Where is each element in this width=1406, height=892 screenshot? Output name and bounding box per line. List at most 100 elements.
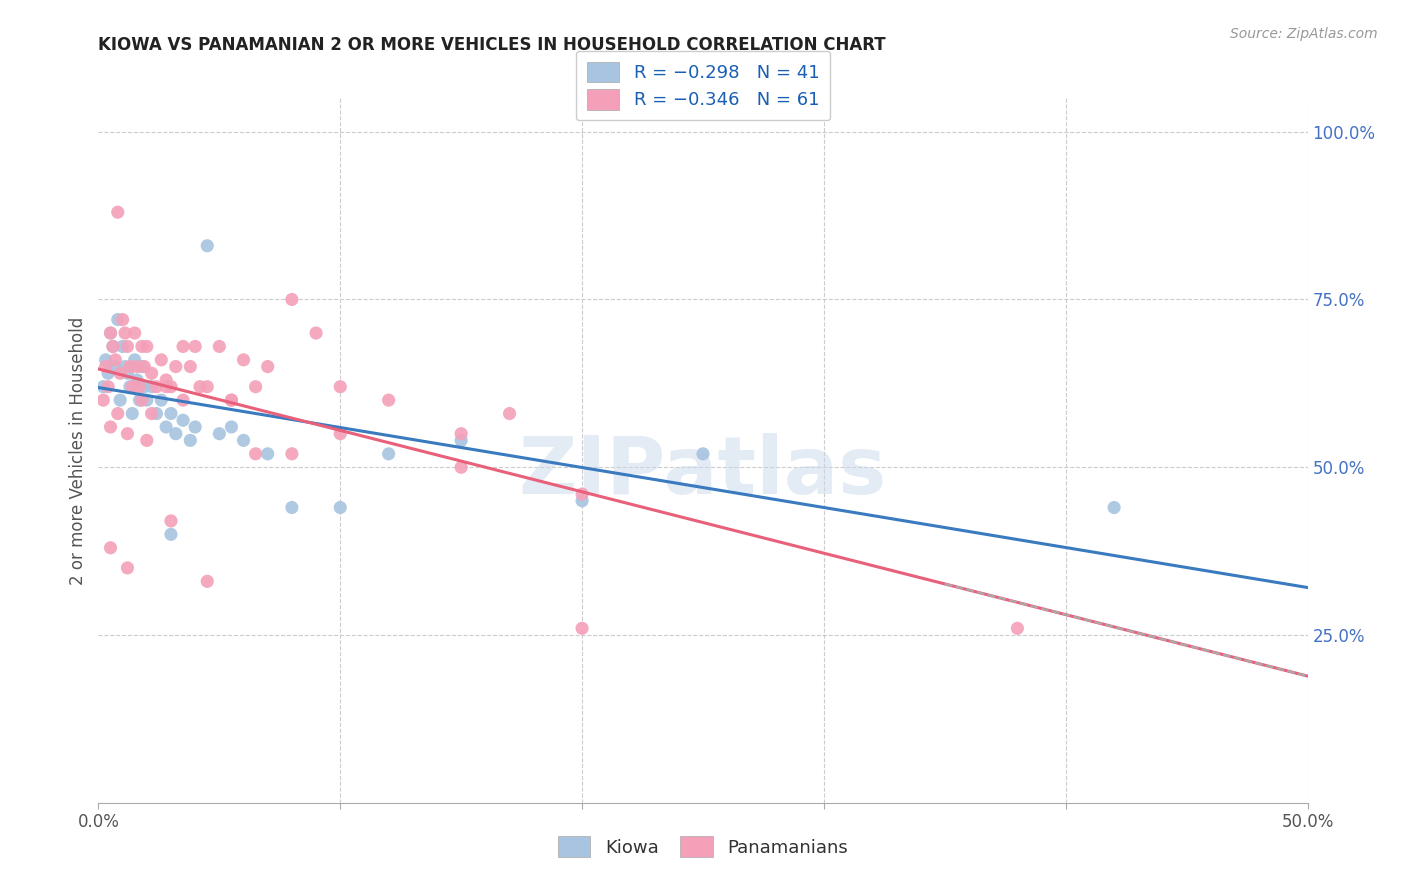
Text: KIOWA VS PANAMANIAN 2 OR MORE VEHICLES IN HOUSEHOLD CORRELATION CHART: KIOWA VS PANAMANIAN 2 OR MORE VEHICLES I… — [98, 36, 886, 54]
Point — [128, 380, 150, 394]
Point — [245, 380, 267, 394]
Point — [91, 393, 114, 408]
Point — [117, 366, 139, 380]
Point — [135, 434, 157, 448]
Point — [145, 380, 167, 394]
Point — [141, 366, 163, 380]
Text: ZIPatlas: ZIPatlas — [519, 433, 887, 510]
Point — [1102, 500, 1125, 515]
Point — [498, 407, 520, 421]
Point — [114, 326, 136, 340]
Point — [179, 359, 201, 374]
Point — [232, 434, 254, 448]
Point — [135, 339, 157, 353]
Point — [179, 434, 201, 448]
Point — [221, 393, 243, 408]
Point — [150, 352, 173, 367]
Point — [108, 366, 131, 380]
Point — [134, 380, 156, 394]
Point — [131, 359, 153, 374]
Point — [111, 312, 134, 326]
Point — [450, 460, 472, 475]
Point — [571, 493, 593, 508]
Point — [329, 380, 352, 394]
Point — [101, 339, 124, 353]
Point — [121, 380, 143, 394]
Point — [127, 359, 149, 374]
Point — [145, 407, 167, 421]
Point — [281, 293, 304, 307]
Point — [131, 393, 153, 408]
Point — [94, 352, 117, 367]
Point — [91, 380, 114, 394]
Point — [114, 359, 136, 374]
Point — [221, 420, 243, 434]
Point — [141, 407, 163, 421]
Point — [121, 407, 143, 421]
Point — [107, 407, 129, 421]
Point — [329, 426, 352, 441]
Point — [155, 380, 177, 394]
Point — [281, 500, 304, 515]
Point — [97, 366, 120, 380]
Point — [256, 447, 278, 461]
Point — [100, 326, 122, 340]
Point — [195, 380, 218, 394]
Point — [160, 380, 183, 394]
Point — [172, 339, 194, 353]
Point — [184, 339, 207, 353]
Point — [160, 527, 183, 541]
Point — [208, 339, 231, 353]
Point — [377, 393, 399, 408]
Point — [450, 426, 472, 441]
Point — [245, 447, 267, 461]
Point — [208, 426, 231, 441]
Point — [692, 447, 714, 461]
Point — [117, 426, 139, 441]
Point — [1007, 621, 1029, 635]
Text: Source: ZipAtlas.com: Source: ZipAtlas.com — [1230, 27, 1378, 41]
Point — [305, 326, 328, 340]
Point — [107, 205, 129, 219]
Point — [118, 380, 141, 394]
Point — [172, 393, 194, 408]
Point — [329, 500, 352, 515]
Point — [100, 420, 122, 434]
Point — [117, 561, 139, 575]
Point — [101, 339, 124, 353]
Point — [97, 380, 120, 394]
Point — [221, 393, 243, 408]
Y-axis label: 2 or more Vehicles in Household: 2 or more Vehicles in Household — [69, 317, 87, 584]
Point — [165, 426, 187, 441]
Point — [124, 352, 146, 367]
Point — [184, 420, 207, 434]
Legend: Kiowa, Panamanians: Kiowa, Panamanians — [551, 829, 855, 864]
Point — [111, 339, 134, 353]
Point — [450, 434, 472, 448]
Point — [172, 413, 194, 427]
Point — [281, 447, 304, 461]
Point — [107, 312, 129, 326]
Point — [571, 621, 593, 635]
Point — [377, 447, 399, 461]
Point — [117, 339, 139, 353]
Point — [124, 326, 146, 340]
Point — [150, 393, 173, 408]
Point — [128, 393, 150, 408]
Point — [160, 514, 183, 528]
Point — [118, 359, 141, 374]
Point — [100, 326, 122, 340]
Point — [104, 352, 127, 367]
Point — [188, 380, 211, 394]
Point — [195, 574, 218, 589]
Point — [100, 541, 122, 555]
Point — [256, 359, 278, 374]
Point — [94, 359, 117, 374]
Point — [232, 352, 254, 367]
Point — [160, 407, 183, 421]
Point — [127, 373, 149, 387]
Point — [571, 487, 593, 501]
Point — [135, 393, 157, 408]
Point — [141, 380, 163, 394]
Point — [195, 239, 218, 253]
